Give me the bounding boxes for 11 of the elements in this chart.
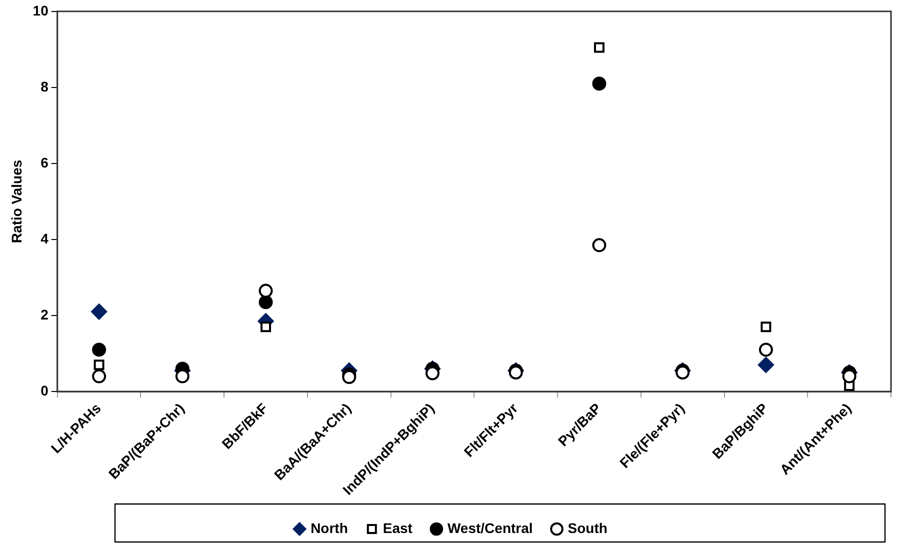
y-tick-label: 8: [40, 78, 49, 94]
y-tick-label: 0: [40, 382, 49, 398]
legend-label: East: [382, 520, 413, 536]
legend-label: South: [568, 520, 608, 536]
legend-label: North: [310, 520, 348, 536]
legend-label: West/Central: [447, 520, 533, 536]
y-tick-label: 6: [40, 154, 49, 170]
y-axis-title: Ratio Values: [8, 160, 24, 244]
y-tick-label: 2: [40, 306, 49, 322]
y-tick-label: 4: [40, 230, 49, 246]
y-tick-label: 10: [32, 2, 49, 18]
